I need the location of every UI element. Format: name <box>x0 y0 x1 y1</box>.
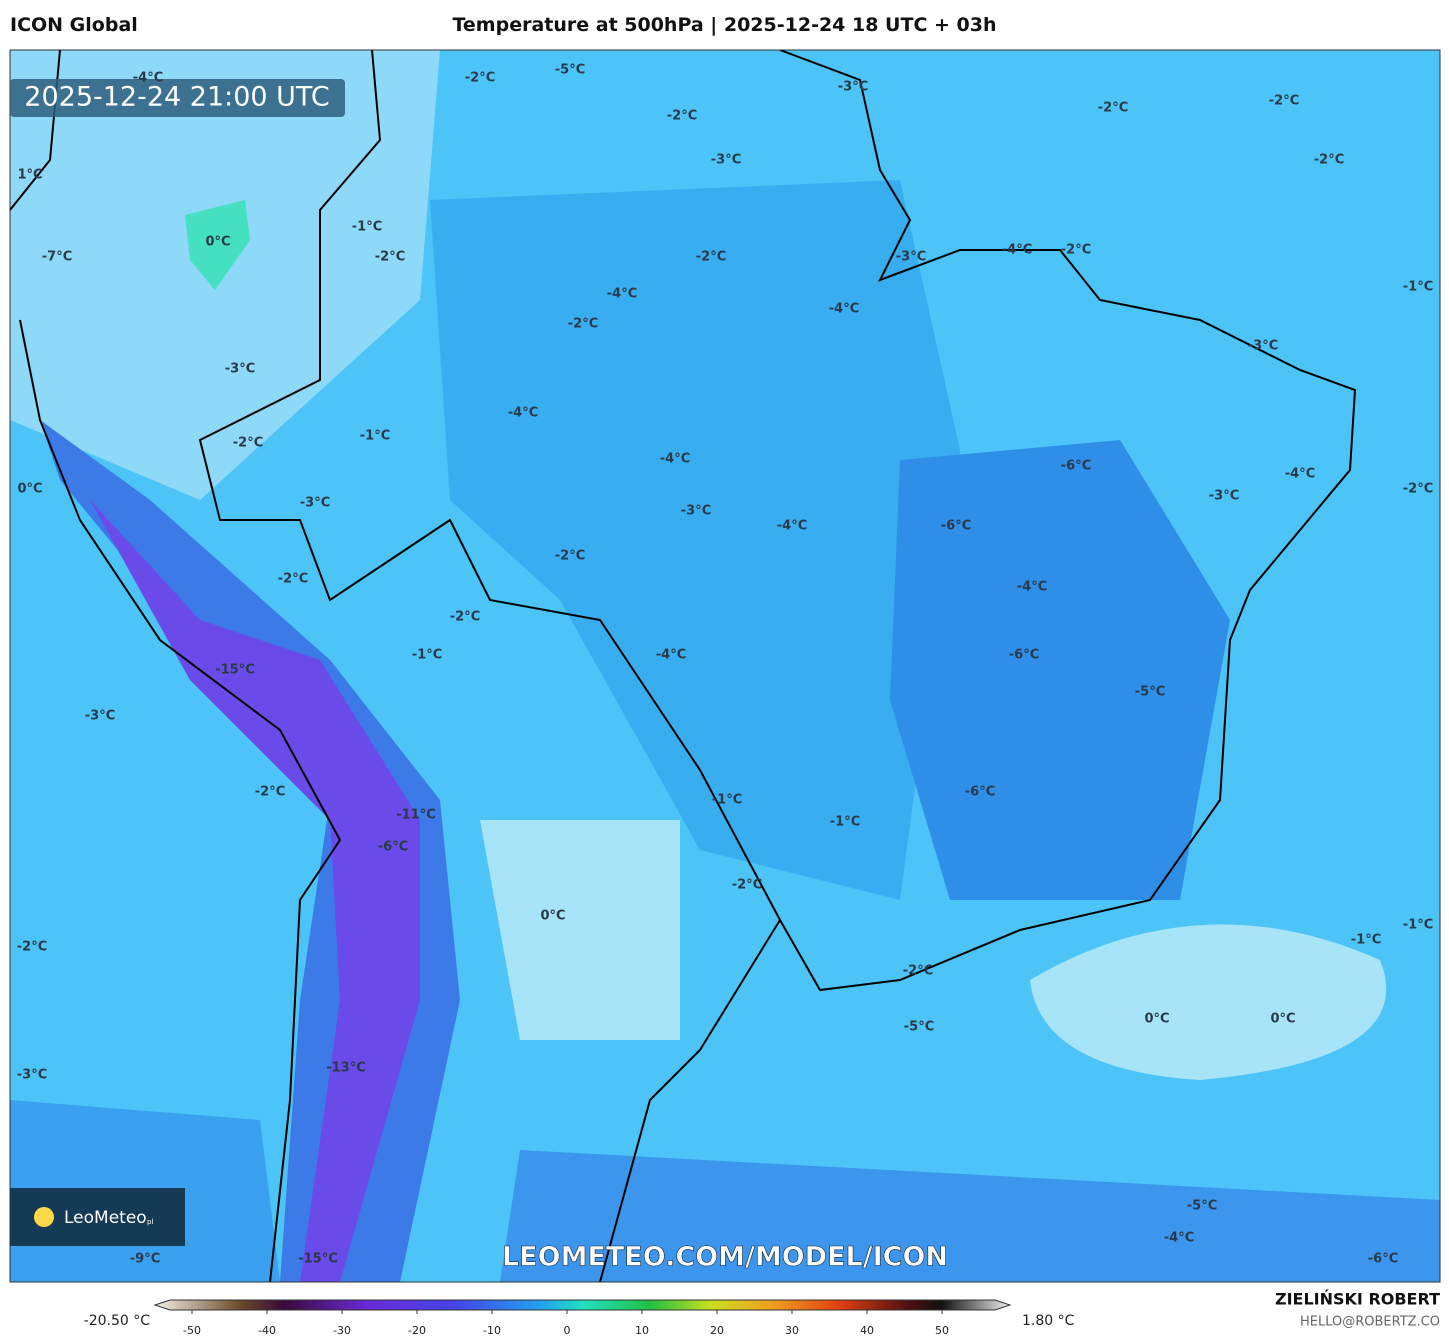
temperature-label: -2°C <box>233 436 263 451</box>
temperature-label: -1°C <box>412 648 442 663</box>
temperature-label: -4°C <box>508 406 538 421</box>
colorbar-tick-label: -10 <box>483 1324 501 1337</box>
logo-text: LeoMeteo <box>64 1208 147 1228</box>
colorbar-tick-label: 40 <box>860 1324 874 1337</box>
temperature-label: -2°C <box>465 71 495 86</box>
temperature-label: -1°C <box>830 815 860 830</box>
colorbar-tick-label: -40 <box>258 1324 276 1337</box>
map-field <box>10 50 1440 1282</box>
colorbar-tick-label: -30 <box>333 1324 351 1337</box>
temperature-label: -4°C <box>777 519 807 534</box>
model-name: ICON Global <box>10 14 138 36</box>
watermark: LEOMETEO.COM/MODEL/ICON <box>502 1242 948 1273</box>
temperature-label: -2°C <box>903 964 933 979</box>
temperature-label: -2°C <box>1403 482 1433 497</box>
temperature-label: -5°C <box>1135 685 1165 700</box>
temperature-label: -11°C <box>396 808 436 823</box>
temperature-label: -2°C <box>1098 101 1128 116</box>
map-title: Temperature at 500hPa | 2025-12-24 18 UT… <box>452 14 997 36</box>
temperature-label: -1°C <box>352 220 382 235</box>
temperature-label: 0°C <box>1270 1012 1295 1027</box>
temperature-label: -2°C <box>555 549 585 564</box>
colorbar-tick-label: 0 <box>564 1324 571 1337</box>
temperature-label: -6°C <box>1061 459 1091 474</box>
temperature-label: -4°C <box>1285 467 1315 482</box>
temperature-label: -2°C <box>278 572 308 587</box>
temperature-label: -4°C <box>133 71 163 86</box>
temperature-label: -15°C <box>298 1252 338 1267</box>
colorbar-max: 1.80 °C <box>1022 1313 1075 1329</box>
author: ZIELIŃSKI ROBERT <box>1275 1290 1440 1309</box>
temperature-label: -2°C <box>17 940 47 955</box>
temperature-label: 0°C <box>205 235 230 250</box>
temperature-label: -2°C <box>1269 94 1299 109</box>
temperature-label: -2°C <box>667 109 697 124</box>
temperature-label: -4°C <box>660 452 690 467</box>
temperature-label: -13°C <box>326 1061 366 1076</box>
temperature-label: -3°C <box>1248 339 1278 354</box>
temperature-label: -3°C <box>896 250 926 265</box>
timestamp: 2025-12-24 21:00 UTC <box>24 82 329 113</box>
colorbar-tick-label: -20 <box>408 1324 426 1337</box>
temperature-label: -3°C <box>838 80 868 95</box>
temperature-label: -3°C <box>711 153 741 168</box>
temperature-label: -1°C <box>1403 918 1433 933</box>
temperature-label: 0°C <box>17 482 42 497</box>
temperature-label: 0°C <box>1144 1012 1169 1027</box>
temperature-label: -1°C <box>360 429 390 444</box>
temperature-label: -1°C <box>712 793 742 808</box>
temperature-label: 0°C <box>540 909 565 924</box>
temperature-label: -2°C <box>568 317 598 332</box>
temperature-label: -9°C <box>130 1252 160 1267</box>
colorbar-min: -20.50 °C <box>84 1313 151 1329</box>
temperature-label: -6°C <box>941 519 971 534</box>
temperature-label: -2°C <box>1061 243 1091 258</box>
colorbar-tick-label: 20 <box>710 1324 724 1337</box>
temperature-label: -3°C <box>300 496 330 511</box>
temperature-label: -6°C <box>1009 648 1039 663</box>
temperature-label: -6°C <box>378 840 408 855</box>
temperature-label: -3°C <box>17 1068 47 1083</box>
temperature-label: -2°C <box>375 250 405 265</box>
temperature-label: -4°C <box>607 287 637 302</box>
temperature-label: -2°C <box>1314 153 1344 168</box>
temperature-label: -6°C <box>1368 1252 1398 1267</box>
temperature-label: -3°C <box>1209 489 1239 504</box>
temperature-label: -4°C <box>656 648 686 663</box>
colorbar-tick-label: -50 <box>183 1324 201 1337</box>
temperature-label: -4°C <box>1017 580 1047 595</box>
logo-suffix: pl <box>147 1218 153 1226</box>
temperature-label: -3°C <box>681 504 711 519</box>
temperature-label: -2°C <box>696 250 726 265</box>
temperature-label: -2°C <box>732 878 762 893</box>
colorbar-tick-label: 30 <box>785 1324 799 1337</box>
colorbar-tick-label: 50 <box>935 1324 949 1337</box>
temperature-label: -15°C <box>215 663 255 678</box>
temperature-label: -5°C <box>904 1020 934 1035</box>
temperature-label: -1°C <box>1351 933 1381 948</box>
email: HELLO@ROBERTZ.CO <box>1300 1315 1440 1330</box>
temperature-label: -7°C <box>42 250 72 265</box>
temperature-label: -2°C <box>255 785 285 800</box>
temperature-label: -2°C <box>450 610 480 625</box>
colorbar-tick-label: 10 <box>635 1324 649 1337</box>
temperature-label: -4°C <box>1164 1231 1194 1246</box>
temperature-label: -3°C <box>225 362 255 377</box>
temperature-label: -1°C <box>1403 280 1433 295</box>
temperature-label: 1°C <box>17 168 42 183</box>
temperature-label: -3°C <box>85 709 115 724</box>
temperature-label: -4°C <box>829 302 859 317</box>
temperature-label: -4°C <box>1002 243 1032 258</box>
temperature-label: -5°C <box>555 63 585 78</box>
temperature-label: -6°C <box>965 785 995 800</box>
temperature-label: -5°C <box>1187 1199 1217 1214</box>
